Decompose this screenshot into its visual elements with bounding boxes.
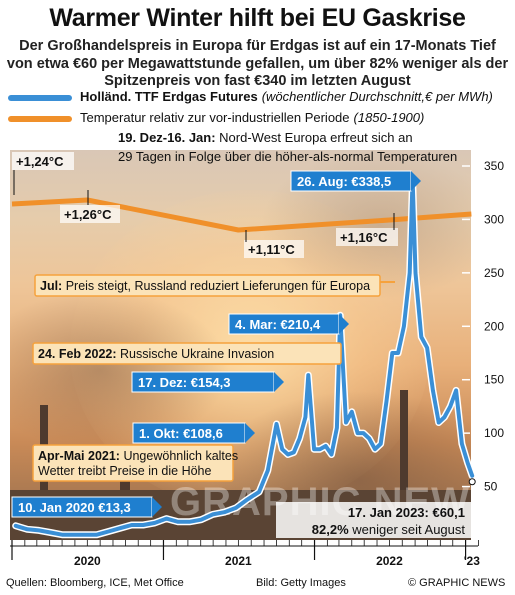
event-apr-2021: Apr-Mai 2021: Ungewöhnlich kaltesWetter … [32,444,238,482]
callout-aug-2022: 26. Aug: €338,5 [290,170,421,192]
event-apr-2021-line: Apr-Mai 2021: Ungewöhnlich kaltes [38,449,238,463]
event-jul-2022-box [34,274,381,297]
callout-jan-2020-pointer [152,497,162,517]
y-tick-label: 250 [484,266,504,280]
event-apr-2021-line: Wetter treibt Preise in die Höhe [38,464,212,478]
image-credit: Bild: Getty Images [256,577,346,589]
y-tick-label: 100 [484,426,504,440]
event-feb-2022-line: 24. Feb 2022: Russische Ukraine Invasion [38,347,274,361]
x-tick-label: 2022 [376,554,403,568]
event-jul-2022: Jul: Preis steigt, Russland reduziert Li… [34,274,381,297]
event-feb-2022: 24. Feb 2022: Russische Ukraine Invasion [32,342,342,365]
temp-label-111-bg [244,240,304,258]
legend-temp: Temperatur relativ zur vor-industriellen… [0,108,515,128]
final-note-bg [276,502,472,538]
legend-temp-label: Temperatur relativ zur vor-industriellen… [80,110,350,125]
callout-mar-2022-pointer [339,314,349,334]
callout-dez-2021-pointer [274,372,284,392]
temp-label-bg [12,152,74,170]
legend-temp-swatch [8,116,72,122]
callout-aug-2022-pointer [411,171,421,191]
temp-label-111: +1,11°C [248,242,295,257]
gas-line [13,176,475,537]
callout-jan-2020: 10. Jan 2020 €13,3 [11,496,162,518]
callout-okt-2021-text: 1. Okt: €108,6 [139,426,223,441]
y-tick-label: 200 [484,319,504,333]
callout-dez-2021-text: 17. Dez: €154,3 [138,375,231,390]
x-axis-band [10,540,473,548]
callout-dez-2021: 17. Dez: €154,3 [131,371,284,393]
final-value-label: 17. Jan 2023: €60,1 [348,505,465,520]
legend-gas-swatch [8,95,72,101]
chart-subtitle: Der Großhandelspreis in Europa für Erdga… [6,38,509,89]
callout-aug-2022-text: 26. Aug: €338,5 [297,174,391,189]
y-tick-label: 350 [484,159,504,173]
y-tick-label: 150 [484,373,504,387]
callout-jan-2020-text: 10. Jan 2020 €13,3 [18,500,131,515]
legend-temp-note: (1850-1900) [353,110,425,125]
x-tick-label: 2021 [225,554,252,568]
temp-note-line2: 29 Tagen in Folge über die höher-als-nor… [118,149,457,164]
sources-text: Quellen: Bloomberg, ICE, Met Office [6,577,184,589]
temp-label-126-bg [60,205,120,223]
event-feb-2022-box [32,342,342,365]
callout-mar-2022: 4. Mar: €210,4 [228,313,349,335]
legend-gas-note: (wöchentlicher Durchschnitt,€ per MWh) [261,89,493,104]
callout-okt-2021: 1. Okt: €108,6 [132,422,255,444]
final-change-label: 82,2% weniger seit August [312,522,466,537]
temp-label-116: +1,16°C [340,230,388,245]
temp-note-line1: 19. Dez-16. Jan: Nord-West Europa erfreu… [118,130,413,145]
copyright: © GRAPHIC NEWS [408,577,506,589]
callout-mar-2022-text: 4. Mar: €210,4 [235,317,321,332]
temp-label-124: +1,24°C [16,154,64,169]
callout-okt-2021-pointer [245,423,255,443]
temp-label-116-bg [336,228,398,246]
endpoint-marker [468,478,476,486]
legend-gas-label: Holländ. TTF Erdgas Futures [80,89,258,104]
note-background [10,126,473,150]
legend-gas: Holländ. TTF Erdgas Futures (wöchentliche… [0,87,515,107]
y-tick-label: 50 [484,480,498,494]
temp-label-126: +1,26°C [64,207,112,222]
x-tick-label: '23 [464,554,481,568]
y-tick-label: 300 [484,212,504,226]
event-apr-2021-box [32,444,234,482]
event-jul-2022-pointer [380,281,395,283]
x-tick-label: 2020 [74,554,101,568]
event-jul-2022-line: Jul: Preis steigt, Russland reduziert Li… [40,279,370,293]
chart-title: Warmer Winter hilft bei EU Gaskrise [49,4,466,32]
